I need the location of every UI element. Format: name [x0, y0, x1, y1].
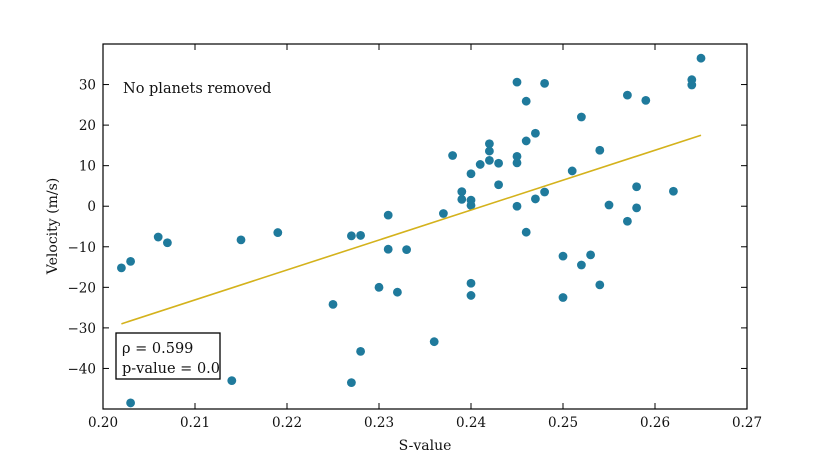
data-point — [227, 376, 237, 386]
data-point — [540, 187, 549, 197]
p-value-label: p-value = 0.0 — [122, 361, 220, 377]
data-point — [485, 139, 494, 149]
data-point — [567, 166, 577, 176]
x-tick-label: 0.21 — [180, 415, 210, 431]
data-point — [512, 77, 522, 87]
data-point — [595, 280, 605, 290]
data-point — [163, 238, 172, 248]
data-point — [347, 378, 356, 388]
data-point — [236, 235, 246, 245]
regression-line — [121, 134, 702, 325]
data-point — [273, 228, 283, 237]
rho-label: ρ = 0.599 — [122, 341, 193, 357]
data-point — [558, 293, 568, 302]
x-tick-label: 0.20 — [88, 415, 118, 431]
data-point — [383, 244, 393, 254]
data-point — [595, 145, 605, 155]
data-point — [632, 182, 641, 192]
data-point — [641, 95, 651, 105]
data-point — [328, 299, 338, 309]
data-point — [540, 78, 549, 88]
data-point — [696, 53, 706, 63]
y-tick-label: −10 — [68, 240, 97, 256]
y-tick-label: 10 — [79, 159, 96, 175]
data-point — [466, 278, 476, 288]
data-point — [494, 158, 503, 168]
data-points — [117, 53, 706, 408]
data-point — [383, 210, 393, 220]
x-tick-label: 0.27 — [732, 415, 762, 431]
x-tick-label: 0.23 — [364, 415, 394, 431]
data-point — [531, 194, 540, 204]
y-tick-labels: −40 −30 −20 −10 0 10 20 30 — [68, 78, 97, 378]
data-point — [586, 250, 595, 260]
x-tick-labels: 0.20 0.21 0.22 0.23 0.24 0.25 0.26 0.27 — [88, 415, 762, 431]
y-axis-title: Velocity (m/s) — [45, 178, 61, 275]
data-point — [531, 128, 540, 138]
data-point — [117, 263, 126, 273]
data-point — [153, 232, 163, 242]
data-point — [393, 287, 402, 297]
data-point — [632, 203, 641, 213]
data-point — [512, 201, 522, 211]
stats-box-border — [115, 332, 221, 380]
data-point — [669, 186, 678, 196]
data-point — [577, 260, 586, 270]
data-point — [521, 227, 531, 237]
data-point — [466, 201, 476, 210]
data-point — [521, 136, 531, 146]
data-point — [475, 160, 485, 169]
data-point — [466, 291, 476, 300]
plot-frame — [102, 43, 748, 410]
y-tick-label: −40 — [68, 361, 97, 377]
data-point — [457, 194, 467, 204]
x-tick-label: 0.24 — [456, 415, 486, 431]
annotation-text: No planets removed — [123, 81, 271, 97]
data-point — [356, 231, 365, 240]
ticks-layer — [102, 44, 748, 409]
data-point — [558, 251, 568, 261]
data-point — [687, 80, 697, 90]
x-tick-label: 0.22 — [272, 415, 302, 431]
y-tick-label: −20 — [68, 280, 97, 296]
data-point — [356, 347, 365, 356]
y-tick-label: 20 — [79, 118, 96, 134]
data-point — [439, 209, 448, 218]
data-point — [512, 151, 522, 161]
data-point — [494, 180, 503, 190]
data-point — [402, 245, 411, 255]
data-point — [521, 96, 531, 106]
stats-box: ρ = 0.599 p-value = 0.0 — [115, 332, 221, 380]
x-tick-label: 0.26 — [640, 415, 670, 431]
data-point — [604, 200, 614, 210]
data-point — [374, 282, 384, 292]
data-point — [466, 169, 476, 179]
data-point — [126, 256, 135, 266]
data-point — [623, 90, 632, 100]
x-tick-label: 0.25 — [548, 415, 578, 431]
data-point — [485, 155, 494, 165]
data-point — [512, 158, 522, 168]
data-point — [457, 187, 467, 197]
x-axis-title: S-value — [399, 438, 452, 454]
data-point — [623, 216, 632, 226]
data-point — [347, 231, 356, 241]
y-tick-label: 0 — [87, 199, 96, 215]
data-point — [448, 151, 457, 160]
y-tick-label: 30 — [79, 78, 96, 94]
data-point — [485, 146, 494, 156]
y-tick-label: −30 — [68, 321, 97, 337]
data-point — [429, 337, 439, 347]
data-point — [126, 398, 135, 408]
data-point — [577, 112, 586, 122]
